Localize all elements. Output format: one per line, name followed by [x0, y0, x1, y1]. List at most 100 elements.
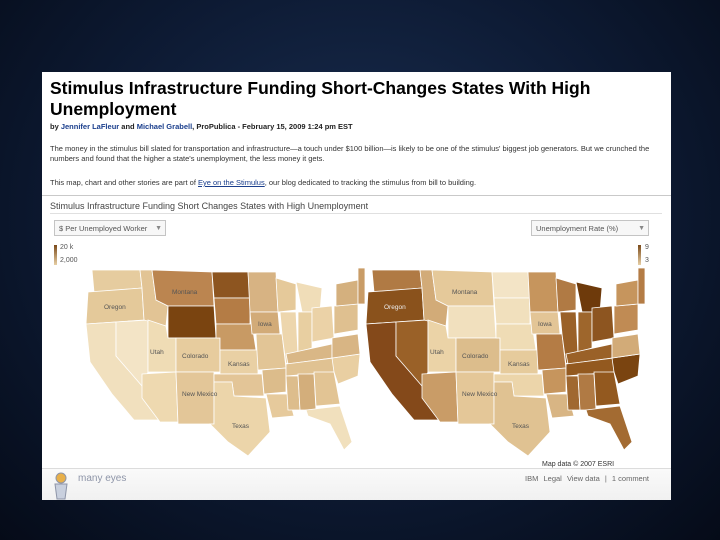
- left-us-map[interactable]: Oregon Montana Utah Colorado Kansas New …: [82, 264, 366, 460]
- state-label-new-mexico: New Mexico: [462, 391, 498, 398]
- state-ohio[interactable]: [311, 305, 335, 343]
- intro-paragraph: The money in the stimulus bill slated fo…: [50, 144, 650, 163]
- state-texas[interactable]: [209, 381, 271, 457]
- state-texas[interactable]: [489, 381, 551, 457]
- state-florida[interactable]: [585, 405, 633, 451]
- comment-link[interactable]: 1 comment: [611, 474, 649, 483]
- article-title: Stimulus Infrastructure Funding Short-Ch…: [50, 78, 591, 119]
- state-label-kansas: Kansas: [508, 361, 530, 368]
- legal-link[interactable]: Legal: [543, 474, 562, 483]
- byline-prefix: by: [50, 122, 61, 131]
- footer-links: IBM Legal View data | 1 comment: [522, 474, 649, 483]
- state-minnesota[interactable]: [247, 271, 279, 313]
- state-arizona[interactable]: [141, 371, 179, 423]
- state-louisiana[interactable]: [545, 393, 575, 419]
- state-wyoming[interactable]: [167, 305, 217, 339]
- many-eyes-logo-icon: [54, 472, 68, 500]
- right-legend-gradient: [638, 245, 641, 265]
- state-label-utah: Utah: [430, 349, 444, 356]
- state-florida[interactable]: [305, 405, 353, 451]
- blog-paragraph: This map, chart and other stories are pa…: [50, 178, 650, 188]
- state-arkansas[interactable]: [541, 367, 567, 395]
- state-mississippi[interactable]: [285, 375, 301, 411]
- right-legend-min: 3: [645, 257, 649, 264]
- state-label-oregon: Oregon: [384, 304, 406, 311]
- state-label-iowa: Iowa: [258, 321, 272, 328]
- state-mississippi[interactable]: [565, 375, 581, 411]
- left-legend-max: 20 k: [60, 244, 74, 251]
- state-south-dakota[interactable]: [493, 297, 531, 325]
- state-nebraska[interactable]: [215, 323, 257, 351]
- state-carolinas[interactable]: [611, 353, 641, 385]
- state-label-montana: Montana: [452, 289, 478, 296]
- state-label-new-mexico: New Mexico: [182, 391, 218, 398]
- state-wisconsin[interactable]: [555, 277, 577, 313]
- state-arkansas[interactable]: [261, 367, 287, 395]
- author-link-1[interactable]: Jennifer LaFleur: [60, 122, 120, 131]
- visualization-panel: Stimulus Infrastructure Funding Short Ch…: [42, 195, 671, 500]
- state-virginia[interactable]: [331, 333, 361, 359]
- left-metric-select[interactable]: $ Per Unemployed Worker ▼: [54, 220, 166, 236]
- state-label-utah: Utah: [150, 349, 164, 356]
- state-wyoming[interactable]: [447, 305, 497, 339]
- state-pennsylvania[interactable]: [333, 303, 359, 335]
- state-alabama[interactable]: [577, 373, 597, 411]
- viz-title: Stimulus Infrastructure Funding Short Ch…: [50, 200, 662, 214]
- state-carolinas[interactable]: [331, 353, 361, 385]
- state-indiana[interactable]: [297, 311, 313, 353]
- state-new-mexico[interactable]: [455, 371, 495, 425]
- state-south-dakota[interactable]: [213, 297, 251, 325]
- state-montana[interactable]: [151, 269, 215, 307]
- state-north-dakota[interactable]: [491, 271, 531, 299]
- map-credit: Map data © 2007 ESRI: [542, 461, 615, 468]
- state-new-york[interactable]: [615, 279, 639, 307]
- state-new-york[interactable]: [335, 279, 359, 307]
- ibm-link[interactable]: IBM: [525, 474, 539, 483]
- article-slide: Stimulus Infrastructure Funding Short-Ch…: [42, 72, 671, 500]
- state-georgia[interactable]: [593, 371, 621, 407]
- eye-on-stimulus-link[interactable]: Eye on the Stimulus: [198, 178, 265, 187]
- state-missouri[interactable]: [535, 333, 567, 371]
- left-select-value: $ Per Unemployed Worker: [59, 224, 148, 233]
- viz-footer: many eyes IBM Legal View data | 1 commen…: [42, 468, 671, 500]
- state-montana[interactable]: [431, 269, 495, 307]
- state-louisiana[interactable]: [265, 393, 295, 419]
- state-nebraska[interactable]: [495, 323, 537, 351]
- many-eyes-logo-text: many eyes: [78, 473, 127, 484]
- state-pennsylvania[interactable]: [613, 303, 639, 335]
- state-new-england[interactable]: [637, 267, 646, 305]
- state-label-iowa: Iowa: [538, 321, 552, 328]
- author-link-2[interactable]: Michael Grabell: [136, 122, 193, 131]
- state-indiana[interactable]: [577, 311, 593, 353]
- state-wisconsin[interactable]: [275, 277, 297, 313]
- state-virginia[interactable]: [611, 333, 641, 359]
- byline-and: and: [119, 122, 137, 131]
- state-minnesota[interactable]: [527, 271, 559, 313]
- state-arizona[interactable]: [421, 371, 459, 423]
- right-metric-select[interactable]: Unemployment Rate (%) ▼: [531, 220, 649, 236]
- state-ohio[interactable]: [591, 305, 615, 343]
- article-byline: by Jennifer LaFleur and Michael Grabell,…: [50, 122, 665, 131]
- para2-text-after: , our blog dedicated to tracking the sti…: [264, 178, 477, 187]
- state-north-dakota[interactable]: [211, 271, 251, 299]
- footer-separator: |: [604, 474, 607, 483]
- para2-text-before: This map, chart and other stories are pa…: [50, 178, 198, 187]
- right-us-map[interactable]: Oregon Montana Utah Colorado Kansas New …: [362, 264, 646, 460]
- state-new-mexico[interactable]: [175, 371, 215, 425]
- state-missouri[interactable]: [255, 333, 287, 371]
- state-label-colorado: Colorado: [462, 353, 489, 360]
- view-data-link[interactable]: View data: [566, 474, 600, 483]
- state-label-kansas: Kansas: [228, 361, 250, 368]
- left-legend-min: 2,000: [60, 257, 78, 264]
- state-georgia[interactable]: [313, 371, 341, 407]
- right-legend-max: 9: [645, 244, 649, 251]
- state-label-texas: Texas: [512, 423, 530, 430]
- left-legend-gradient: [54, 245, 57, 265]
- state-label-colorado: Colorado: [182, 353, 209, 360]
- right-select-value: Unemployment Rate (%): [536, 224, 619, 233]
- chevron-down-icon: ▼: [638, 225, 645, 232]
- chevron-down-icon: ▼: [155, 225, 162, 232]
- state-label-texas: Texas: [232, 423, 250, 430]
- state-label-oregon: Oregon: [104, 304, 126, 311]
- state-alabama[interactable]: [297, 373, 317, 411]
